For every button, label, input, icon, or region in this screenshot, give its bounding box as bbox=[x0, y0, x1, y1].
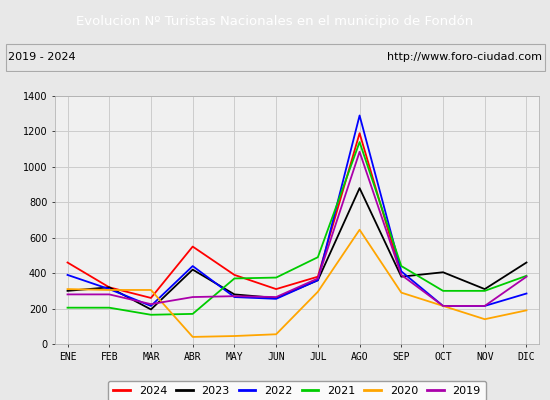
FancyBboxPatch shape bbox=[6, 44, 544, 70]
Legend: 2024, 2023, 2022, 2021, 2020, 2019: 2024, 2023, 2022, 2021, 2020, 2019 bbox=[108, 380, 486, 400]
Text: http://www.foro-ciudad.com: http://www.foro-ciudad.com bbox=[387, 52, 542, 62]
Text: Evolucion Nº Turistas Nacionales en el municipio de Fondón: Evolucion Nº Turistas Nacionales en el m… bbox=[76, 14, 474, 28]
Text: 2019 - 2024: 2019 - 2024 bbox=[8, 52, 76, 62]
